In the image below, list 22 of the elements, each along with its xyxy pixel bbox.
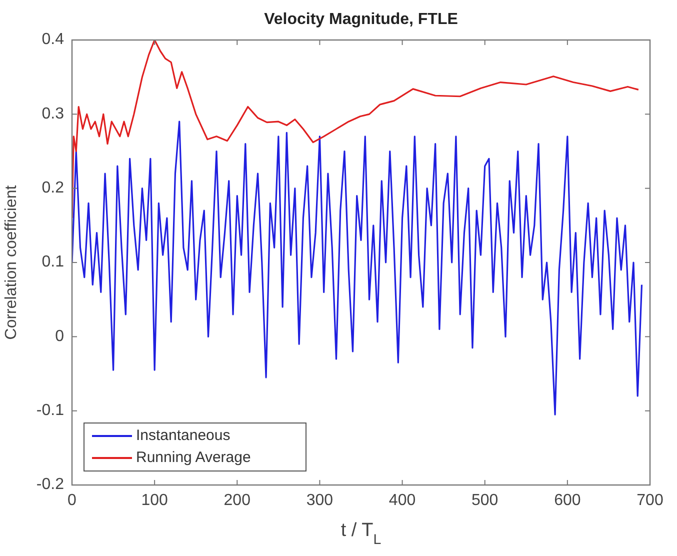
legend-label: Running Average xyxy=(136,448,251,466)
y-tick-label: 0.4 xyxy=(42,31,64,48)
line-series xyxy=(72,40,640,219)
x-tick-label: 500 xyxy=(472,492,498,509)
y-tick-label: 0.3 xyxy=(42,105,64,122)
chart-title: Velocity Magnitude, FTLE xyxy=(264,11,458,28)
x-tick-label: 200 xyxy=(224,492,251,509)
y-tick-label: 0 xyxy=(55,328,64,345)
x-tick-label: 700 xyxy=(636,492,664,509)
y-tick-label: 0.1 xyxy=(42,254,64,271)
y-tick-label: -0.1 xyxy=(36,402,64,420)
x-tick-label: 600 xyxy=(554,492,581,509)
y-axis-title: Correlation coefficient xyxy=(3,184,20,340)
x-axis-title: t / T$_{L}$ xyxy=(340,520,382,548)
x-tick-label: 300 xyxy=(306,492,334,509)
x-tick-label: 400 xyxy=(388,492,416,509)
legend-label: Instantaneous xyxy=(136,426,230,444)
y-tick-label: 0.2 xyxy=(42,180,64,197)
x-tick-label: 100 xyxy=(141,492,168,509)
y-tick-label: -0.2 xyxy=(36,476,64,494)
line-series xyxy=(72,120,643,416)
x-tick-label: 0 xyxy=(68,492,77,509)
